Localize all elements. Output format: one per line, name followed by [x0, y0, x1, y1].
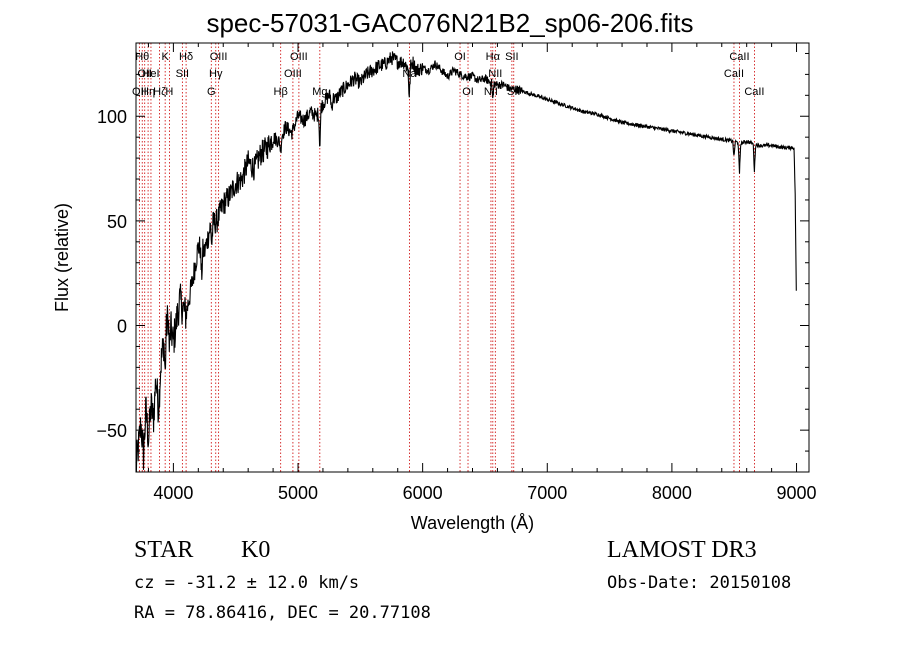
- line-marker-label: NII: [488, 68, 502, 80]
- emission-line-labels: OIIHθOIIHηHeIHζKHSIIHδGHγOIIIHβOIIIOIIIM…: [132, 51, 764, 98]
- line-marker-label: OI: [462, 86, 474, 98]
- line-marker-label: OIII: [284, 68, 302, 80]
- line-marker-label: Hη: [141, 86, 155, 98]
- line-marker-label: Hα: [486, 51, 501, 63]
- line-marker-label: OIII: [210, 51, 228, 63]
- line-marker-label: Hβ: [274, 86, 288, 98]
- y-tick-label: 50: [107, 212, 127, 232]
- line-marker-label: OI: [454, 51, 466, 63]
- line-marker-label: HeI: [142, 68, 159, 80]
- emission-line-markers: [138, 43, 755, 472]
- coordinates: RA = 78.86416, DEC = 20.77108: [134, 603, 431, 623]
- x-tick-label: 4000: [153, 483, 193, 503]
- spectrum-line: [135, 51, 797, 473]
- line-marker-label: Hθ: [135, 51, 149, 63]
- plot-frame: [135, 42, 810, 473]
- y-axis-label: Flux (relative): [52, 203, 72, 312]
- line-marker-label: K: [161, 51, 169, 63]
- x-axis-ticks: 4000 5000 6000 7000 8000 9000: [147, 43, 817, 503]
- object-class: STAR: [134, 537, 194, 563]
- y-tick-label: 0: [117, 317, 127, 337]
- object-subclass: K0: [241, 537, 271, 563]
- y-tick-label: 100: [97, 107, 127, 127]
- x-tick-label: 9000: [777, 483, 817, 503]
- y-tick-label: −50: [96, 421, 127, 441]
- line-marker-label: CaII: [744, 86, 764, 98]
- line-marker-label: Hγ: [209, 68, 223, 80]
- x-tick-label: 5000: [278, 483, 318, 503]
- x-tick-label: 7000: [527, 483, 567, 503]
- y-axis-ticks: −50 0 50 100: [96, 52, 809, 452]
- x-tick-label: 6000: [403, 483, 443, 503]
- chart-title: spec-57031-GAC076N21B2_sp06-206.fits: [206, 8, 694, 38]
- x-axis-label: Wavelength (Å): [411, 513, 534, 533]
- redshift-value: cz = -31.2 ± 12.0 km/s: [134, 573, 360, 593]
- x-tick-label: 8000: [652, 483, 692, 503]
- line-marker-label: SII: [176, 68, 189, 80]
- line-marker-label: Hζ: [153, 86, 166, 98]
- line-marker-label: CaII: [724, 68, 744, 80]
- line-marker-label: Mg: [312, 86, 327, 98]
- line-marker-label: H: [165, 86, 173, 98]
- line-marker-label: G: [207, 86, 216, 98]
- line-marker-label: NII: [484, 86, 498, 98]
- line-marker-label: OII: [137, 68, 152, 80]
- line-marker-label: SII: [505, 51, 518, 63]
- line-marker-label: Hδ: [179, 51, 193, 63]
- line-marker-label: CaII: [729, 51, 749, 63]
- survey-name: LAMOST DR3: [607, 537, 757, 563]
- observation-date: Obs-Date: 20150108: [607, 573, 792, 593]
- line-marker-label: OIII: [290, 51, 308, 63]
